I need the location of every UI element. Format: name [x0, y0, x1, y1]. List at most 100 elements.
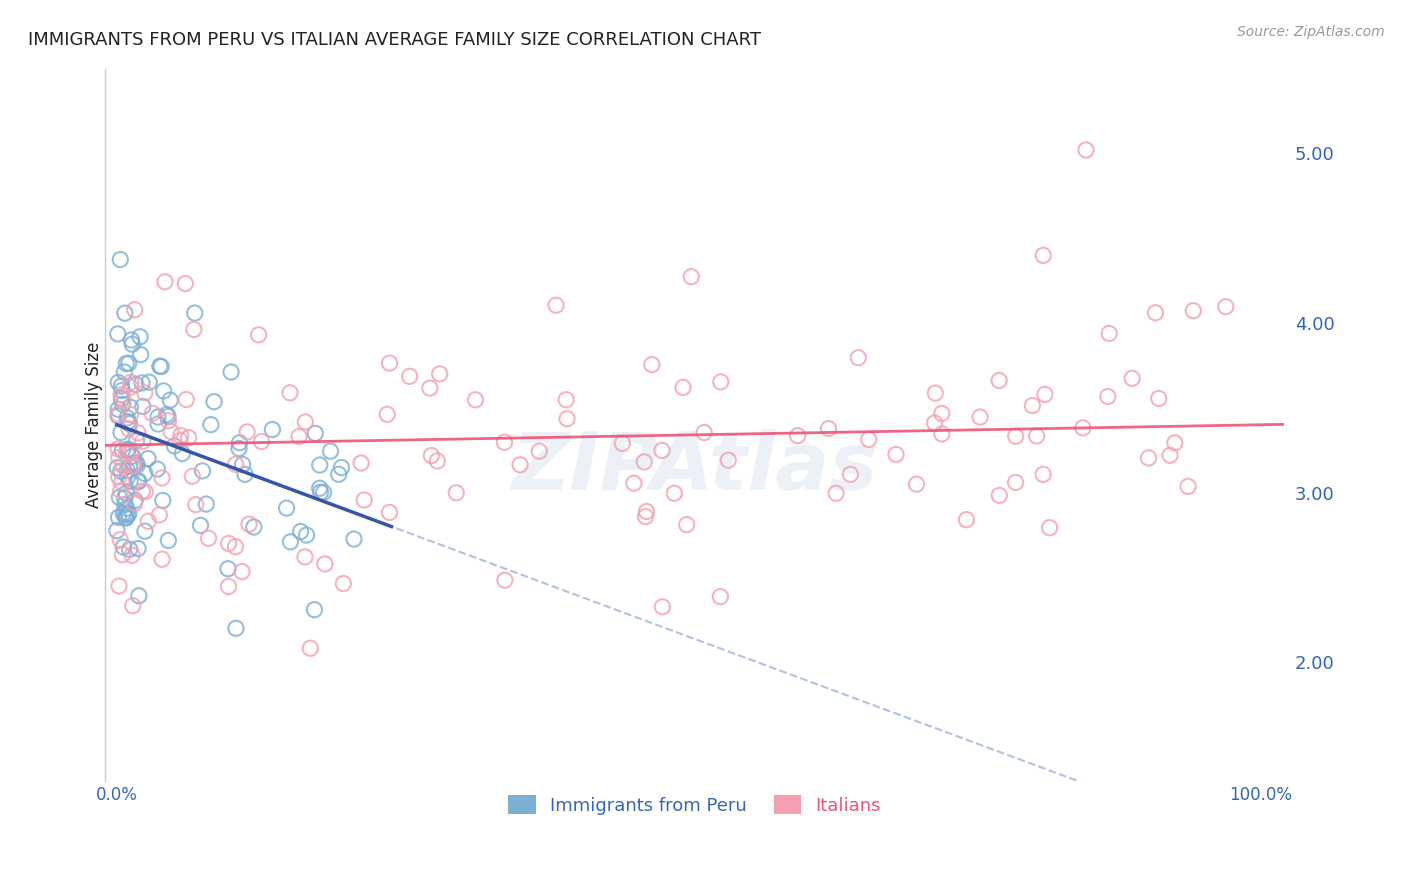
- Point: [172, 446, 194, 460]
- Point: [190, 518, 212, 533]
- Point: [110, 464, 132, 478]
- Point: [555, 392, 578, 407]
- Point: [120, 380, 142, 394]
- Point: [157, 409, 180, 424]
- Point: [328, 467, 350, 482]
- Point: [111, 392, 134, 406]
- Text: Source: ZipAtlas.com: Source: ZipAtlas.com: [1237, 25, 1385, 39]
- Point: [115, 463, 138, 477]
- Point: [111, 475, 134, 489]
- Point: [163, 439, 186, 453]
- Point: [717, 453, 740, 467]
- Point: [664, 486, 686, 500]
- Point: [118, 356, 141, 370]
- Point: [278, 385, 301, 400]
- Point: [197, 531, 219, 545]
- Point: [314, 557, 336, 571]
- Point: [378, 506, 401, 520]
- Point: [131, 376, 153, 390]
- Point: [117, 508, 139, 522]
- Point: [174, 277, 197, 291]
- Point: [115, 357, 138, 371]
- Point: [111, 384, 134, 398]
- Point: [110, 379, 132, 393]
- Point: [121, 337, 143, 351]
- Point: [786, 428, 808, 442]
- Point: [231, 565, 253, 579]
- Point: [150, 359, 173, 374]
- Point: [1215, 300, 1237, 314]
- Point: [288, 429, 311, 443]
- Point: [224, 540, 246, 554]
- Point: [128, 474, 150, 488]
- Point: [115, 411, 138, 425]
- Point: [544, 298, 567, 312]
- Point: [494, 573, 516, 587]
- Point: [295, 528, 318, 542]
- Point: [309, 485, 332, 500]
- Point: [191, 464, 214, 478]
- Point: [118, 542, 141, 557]
- Point: [299, 641, 322, 656]
- Point: [1021, 399, 1043, 413]
- Point: [124, 496, 146, 510]
- Point: [710, 375, 733, 389]
- Point: [127, 458, 149, 472]
- Point: [1004, 429, 1026, 443]
- Point: [247, 327, 270, 342]
- Legend: Immigrants from Peru, Italians: Immigrants from Peru, Italians: [498, 784, 891, 825]
- Point: [931, 407, 953, 421]
- Point: [115, 447, 138, 461]
- Y-axis label: Average Family Size: Average Family Size: [86, 342, 103, 508]
- Point: [693, 425, 716, 440]
- Point: [159, 393, 181, 408]
- Point: [128, 589, 150, 603]
- Point: [124, 302, 146, 317]
- Point: [112, 507, 135, 521]
- Point: [280, 534, 302, 549]
- Point: [817, 421, 839, 435]
- Point: [1121, 371, 1143, 385]
- Point: [110, 252, 132, 267]
- Point: [243, 520, 266, 534]
- Point: [262, 423, 284, 437]
- Point: [150, 471, 173, 485]
- Point: [308, 458, 330, 472]
- Point: [184, 498, 207, 512]
- Point: [124, 493, 146, 508]
- Point: [120, 408, 142, 422]
- Point: [115, 501, 138, 516]
- Point: [1137, 450, 1160, 465]
- Point: [1098, 326, 1121, 341]
- Point: [1032, 248, 1054, 262]
- Point: [464, 392, 486, 407]
- Point: [107, 510, 129, 524]
- Point: [107, 470, 129, 484]
- Point: [111, 397, 134, 411]
- Point: [1147, 392, 1170, 406]
- Point: [709, 590, 731, 604]
- Point: [127, 425, 149, 440]
- Point: [825, 486, 848, 500]
- Point: [107, 407, 129, 421]
- Point: [988, 488, 1011, 502]
- Point: [114, 508, 136, 522]
- Point: [110, 425, 132, 440]
- Point: [634, 509, 657, 524]
- Point: [1177, 479, 1199, 493]
- Point: [107, 402, 129, 417]
- Point: [1097, 390, 1119, 404]
- Point: [120, 333, 142, 347]
- Point: [177, 431, 200, 445]
- Point: [1182, 303, 1205, 318]
- Point: [111, 443, 134, 458]
- Point: [121, 549, 143, 563]
- Point: [200, 417, 222, 432]
- Point: [846, 351, 869, 365]
- Point: [924, 386, 946, 401]
- Point: [1033, 387, 1056, 401]
- Point: [136, 514, 159, 528]
- Point: [115, 486, 138, 500]
- Point: [114, 491, 136, 505]
- Point: [312, 485, 335, 500]
